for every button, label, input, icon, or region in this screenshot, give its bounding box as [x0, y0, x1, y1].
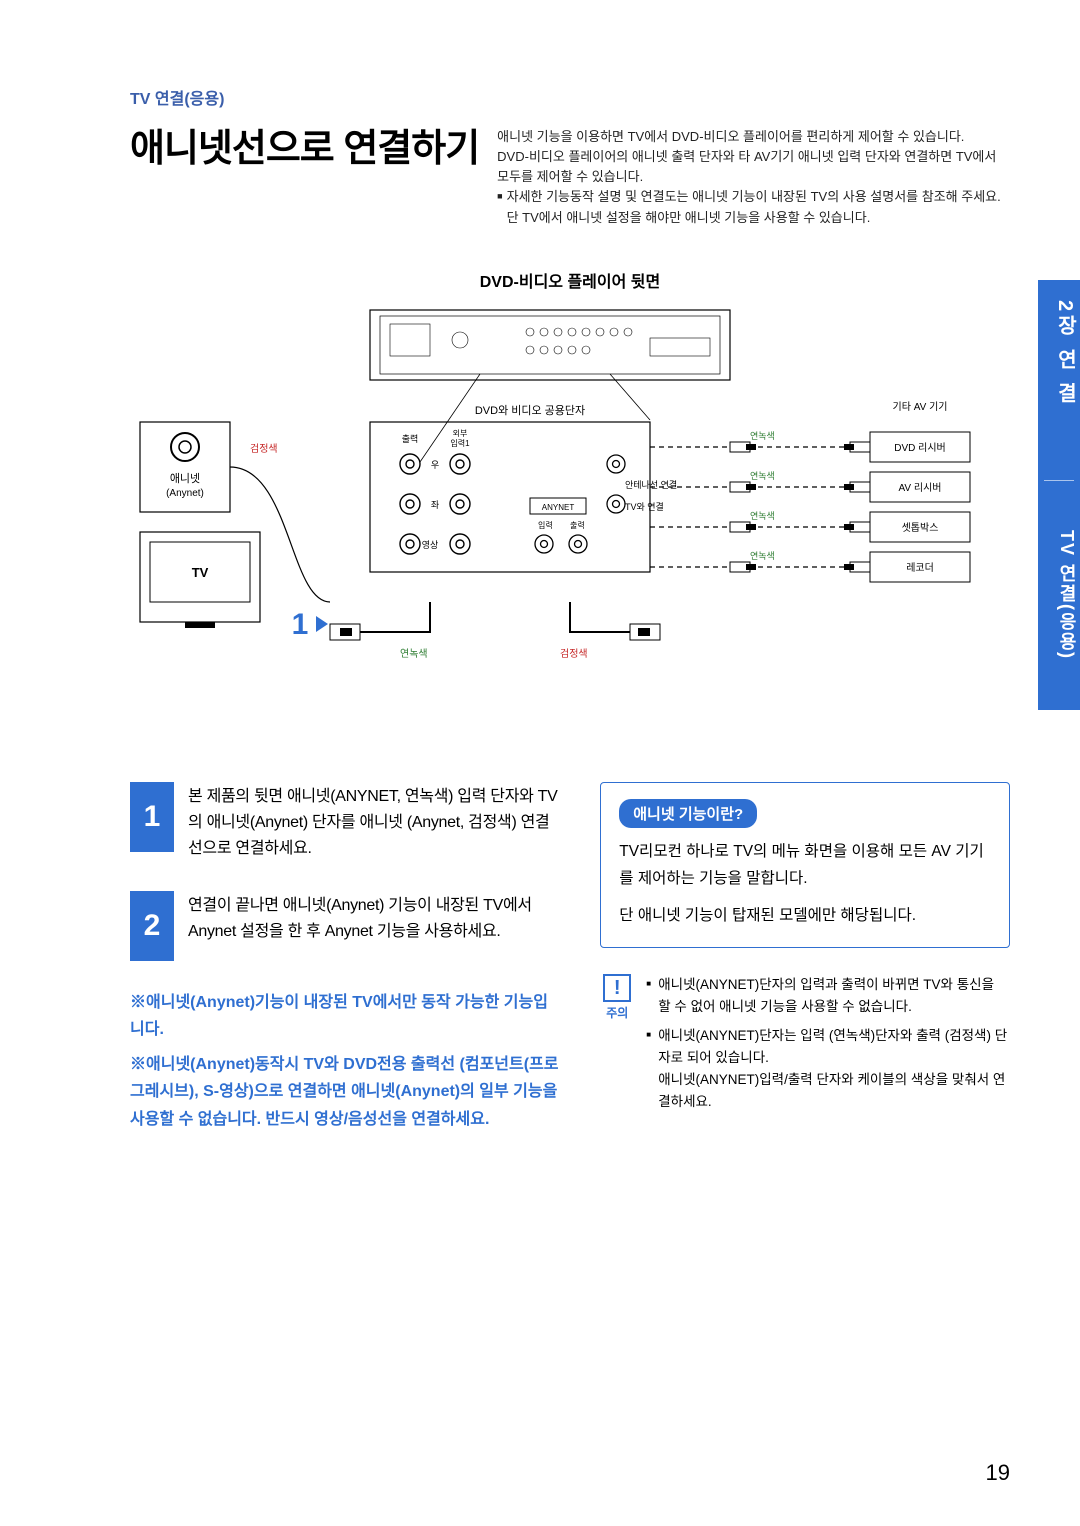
- svg-text:TV와 연결: TV와 연결: [625, 501, 664, 512]
- info-line: TV리모컨 하나로 TV의 메뉴 화면을 이용해 모든 AV 기기를 제어하는 …: [619, 838, 991, 892]
- svg-text:좌: 좌: [431, 500, 439, 510]
- svg-text:DVD 리시버: DVD 리시버: [894, 442, 946, 454]
- svg-text:레코더: 레코더: [906, 562, 934, 574]
- svg-text:외부: 외부: [453, 428, 468, 438]
- svg-text:안테나선 연결: 안테나선 연결: [625, 480, 677, 490]
- breadcrumb: TV 연결(응용): [130, 85, 1010, 109]
- info-box: 애니넷 기능이란? TV리모컨 하나로 TV의 메뉴 화면을 이용해 모든 AV…: [600, 782, 1010, 948]
- intro-bullet: 자세한 기능동작 설명 및 연결도는 애니넷 기능이 내장된 TV의 사용 설명…: [497, 187, 1010, 227]
- svg-text:TV: TV: [192, 565, 209, 580]
- caution-item: 애니넷(ANYNET)단자는 입력 (연녹색)단자와 출력 (검정색) 단자로 …: [646, 1025, 1010, 1114]
- step-number: 2: [130, 891, 174, 961]
- svg-text:우: 우: [431, 460, 439, 470]
- side-tab-chapter: 2장 연 결: [1038, 300, 1080, 406]
- title-row: 애니넷선으로 연결하기 애니넷 기능을 이용하면 TV에서 DVD-비디오 플레…: [130, 117, 1010, 228]
- svg-text:입력1: 입력1: [450, 438, 470, 448]
- svg-text:1: 1: [292, 608, 309, 641]
- svg-text:검정색: 검정색: [560, 648, 588, 660]
- svg-text:기타 AV 기기: 기타 AV 기기: [893, 401, 948, 413]
- side-tab-divider: [1044, 480, 1074, 481]
- connection-diagram: DVD-비디오 플레이어 뒷면 애니넷 (Anynet) 검정색 TV: [130, 268, 1010, 722]
- svg-text:셋톱박스: 셋톱박스: [902, 522, 939, 534]
- svg-text:AV 리시버: AV 리시버: [899, 482, 942, 494]
- caution-label: 주의: [600, 1004, 634, 1024]
- svg-text:애니넷: 애니넷: [170, 472, 200, 485]
- svg-text:연녹색: 연녹색: [400, 648, 428, 660]
- intro-line: DVD-비디오 플레이어의 애니넷 출력 단자와 타 AV기기 애니넷 입력 단…: [497, 147, 1010, 187]
- svg-text:출력: 출력: [402, 433, 419, 444]
- exclamation-icon: !: [603, 974, 631, 1002]
- svg-text:ANYNET: ANYNET: [542, 503, 575, 512]
- info-line: 단 애니넷 기능이 탑재된 모델에만 해당됩니다.: [619, 902, 991, 929]
- intro-text: 애니넷 기능을 이용하면 TV에서 DVD-비디오 플레이어를 편리하게 제어할…: [497, 117, 1010, 228]
- page-number: 19: [986, 1460, 1010, 1486]
- step-1: 1 본 제품의 뒷면 애니넷(ANYNET, 연녹색) 입력 단자와 TV의 애…: [130, 782, 560, 863]
- caution-icon: ! 주의: [600, 974, 634, 1120]
- footnote: ※애니넷(Anynet)기능이 내장된 TV에서만 동작 가능한 기능입니다. …: [130, 989, 560, 1133]
- svg-text:연녹색: 연녹색: [750, 511, 775, 521]
- step-text: 본 제품의 뒷면 애니넷(ANYNET, 연녹색) 입력 단자와 TV의 애니넷…: [188, 782, 560, 863]
- step-2: 2 연결이 끝나면 애니넷(Anynet) 기능이 내장된 TV에서 Anyne…: [130, 891, 560, 961]
- step-number: 1: [130, 782, 174, 852]
- info-box-body: TV리모컨 하나로 TV의 메뉴 화면을 이용해 모든 AV 기기를 제어하는 …: [619, 838, 991, 929]
- svg-text:검정색: 검정색: [250, 443, 278, 455]
- note-line: ※애니넷(Anynet)기능이 내장된 TV에서만 동작 가능한 기능입니다.: [130, 989, 560, 1043]
- diagram-caption: DVD-비디오 플레이어 뒷면: [130, 268, 1010, 292]
- svg-text:연녹색: 연녹색: [750, 431, 775, 441]
- note-line: ※애니넷(Anynet)동작시 TV와 DVD전용 출력선 (컴포넌트(프로그레…: [130, 1051, 560, 1133]
- diagram-svg: 애니넷 (Anynet) 검정색 TV DVD와 비디오 공용단자 출력 외부 …: [130, 302, 1010, 722]
- side-tab-section: TV 연결(응용): [1038, 530, 1080, 660]
- right-column: 애니넷 기능이란? TV리모컨 하나로 TV의 메뉴 화면을 이용해 모든 AV…: [600, 782, 1010, 1133]
- side-chapter-tab: 2장 연 결 TV 연결(응용): [1038, 280, 1080, 710]
- page-title: 애니넷선으로 연결하기: [130, 117, 479, 172]
- left-column: 1 본 제품의 뒷면 애니넷(ANYNET, 연녹색) 입력 단자와 TV의 애…: [130, 782, 560, 1133]
- intro-line: 애니넷 기능을 이용하면 TV에서 DVD-비디오 플레이어를 편리하게 제어할…: [497, 127, 1010, 147]
- caution-block: ! 주의 애니넷(ANYNET)단자의 입력과 출력이 바뀌면 TV와 통신을 …: [600, 974, 1010, 1120]
- info-box-title: 애니넷 기능이란?: [619, 799, 757, 828]
- svg-text:출력: 출력: [570, 520, 585, 530]
- svg-text:DVD와 비디오 공용단자: DVD와 비디오 공용단자: [475, 404, 585, 417]
- content-columns: 1 본 제품의 뒷면 애니넷(ANYNET, 연녹색) 입력 단자와 TV의 애…: [130, 782, 1010, 1133]
- svg-text:영상: 영상: [422, 540, 439, 550]
- svg-text:연녹색: 연녹색: [750, 471, 775, 481]
- caution-item: 애니넷(ANYNET)단자의 입력과 출력이 바뀌면 TV와 통신을 할 수 없…: [646, 974, 1010, 1019]
- step-text: 연결이 끝나면 애니넷(Anynet) 기능이 내장된 TV에서 Anynet …: [188, 891, 560, 961]
- caution-list: 애니넷(ANYNET)단자의 입력과 출력이 바뀌면 TV와 통신을 할 수 없…: [646, 974, 1010, 1120]
- svg-text:(Anynet): (Anynet): [166, 488, 204, 499]
- svg-text:입력: 입력: [538, 520, 553, 530]
- svg-text:연녹색: 연녹색: [750, 551, 775, 561]
